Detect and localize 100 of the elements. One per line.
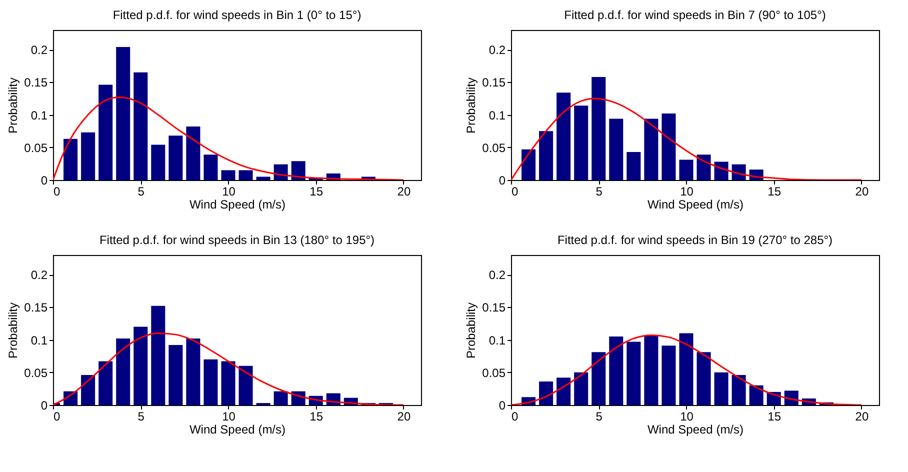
- y-tick-label: 0.05: [24, 140, 48, 155]
- bar: [221, 361, 236, 405]
- bar: [98, 84, 113, 180]
- line-series: [53, 96, 404, 180]
- bar: [81, 132, 96, 180]
- bar: [221, 170, 236, 180]
- x-tick-label: 20: [397, 410, 411, 424]
- chart-title: Fitted p.d.f. for wind speeds in Bin 19 (270° to 285°): [557, 233, 833, 247]
- bar: [696, 352, 711, 405]
- y-tick-label: 0.1: [488, 333, 506, 348]
- x-tick-label: 20: [397, 184, 411, 198]
- bar: [116, 338, 130, 405]
- bar: [204, 359, 218, 405]
- bar: [204, 154, 218, 180]
- bar: [574, 106, 588, 180]
- bar: [116, 46, 130, 180]
- bar: [592, 352, 606, 405]
- chart-title: Fitted p.d.f. for wind speeds in Bin 7 (90° to 105°): [564, 8, 826, 22]
- y-tick-label: 0.2: [30, 268, 48, 282]
- bar: [186, 126, 200, 180]
- y-tick-label: 0.15: [24, 300, 48, 315]
- bar: [714, 162, 728, 180]
- bar: [168, 345, 183, 405]
- bar: [151, 306, 166, 405]
- bar: [662, 346, 676, 405]
- bar: [81, 375, 96, 405]
- x-tick-label: 5: [596, 184, 603, 198]
- bar: [238, 170, 253, 180]
- y-tick-label: 0.2: [30, 43, 48, 58]
- bar: [626, 342, 641, 405]
- y-tick-label: 0: [40, 174, 48, 188]
- bar: [274, 391, 288, 405]
- y-tick-label: 0.2: [488, 43, 506, 58]
- bar: [749, 385, 764, 405]
- x-tick-label: 0: [512, 184, 518, 198]
- bar: [679, 160, 694, 180]
- x-tick-label: 20: [855, 184, 869, 198]
- bar: [522, 149, 536, 180]
- y-tick-label: 0.1: [30, 108, 48, 122]
- y-tick-label: 0: [498, 174, 506, 188]
- bar: [644, 118, 658, 180]
- x-tick-label: 15: [310, 184, 324, 198]
- bar: [662, 113, 676, 180]
- x-tick-label: 15: [310, 410, 324, 424]
- y-tick-label: 0.1: [30, 333, 48, 348]
- y-tick-label: 0.05: [24, 366, 48, 380]
- x-axis-title: Wind Speed (m/s): [189, 422, 286, 436]
- bar: [238, 366, 253, 405]
- x-tick-label: 5: [596, 410, 603, 424]
- bar: [679, 333, 694, 405]
- y-axis-title: Probability: [464, 302, 478, 359]
- y-tick-label: 0.15: [24, 76, 48, 90]
- y-axis-title: Probability: [6, 302, 20, 359]
- x-axis-title: Wind Speed (m/s): [647, 422, 744, 436]
- y-tick-label: 0.05: [482, 366, 506, 380]
- x-tick-label: 15: [768, 184, 782, 198]
- x-axis-title: Wind Speed (m/s): [647, 198, 744, 212]
- x-axis-title: Wind Speed (m/s): [189, 198, 286, 212]
- y-axis-title: Probability: [464, 77, 478, 134]
- x-tick-label: 10: [222, 184, 236, 198]
- bar: [256, 176, 270, 180]
- bar: [539, 131, 554, 180]
- bar: [592, 76, 606, 180]
- bar: [151, 144, 166, 180]
- x-tick-label: 0: [512, 410, 518, 424]
- y-tick-label: 0.05: [482, 140, 506, 155]
- x-tick-label: 10: [680, 184, 694, 198]
- x-tick-label: 10: [222, 410, 236, 424]
- x-tick-label: 20: [855, 410, 869, 424]
- y-tick-label: 0: [498, 398, 506, 412]
- bar: [696, 154, 711, 180]
- bar: [574, 372, 588, 405]
- bar: [609, 336, 624, 405]
- bar: [291, 161, 306, 180]
- bar: [98, 361, 113, 405]
- bar: [539, 382, 554, 405]
- bar: [64, 138, 78, 180]
- bar: [714, 372, 728, 405]
- chart-title: Fitted p.d.f. for wind speeds in Bin 1 (0° to 15°): [112, 8, 362, 22]
- y-tick-label: 0: [40, 398, 48, 412]
- line-series: [511, 334, 862, 405]
- bar: [644, 336, 658, 405]
- x-tick-label: 15: [768, 410, 782, 424]
- x-tick-label: 5: [138, 410, 145, 424]
- chart-title: Fitted p.d.f. for wind speeds in Bin 13 (180° to 195°): [99, 233, 375, 247]
- y-axis-title: Probability: [6, 77, 20, 134]
- y-tick-label: 0.2: [488, 268, 506, 282]
- line-series: [53, 332, 404, 405]
- line-series: [511, 98, 862, 180]
- bar: [168, 136, 183, 180]
- bar: [609, 118, 624, 180]
- y-tick-label: 0.1: [488, 108, 506, 122]
- bar: [732, 375, 746, 405]
- bar: [134, 326, 148, 405]
- bar: [626, 152, 641, 180]
- x-tick-label: 0: [54, 184, 60, 198]
- bar: [556, 378, 571, 405]
- bar: [556, 92, 571, 180]
- bar: [134, 72, 148, 180]
- y-tick-label: 0.15: [482, 76, 506, 90]
